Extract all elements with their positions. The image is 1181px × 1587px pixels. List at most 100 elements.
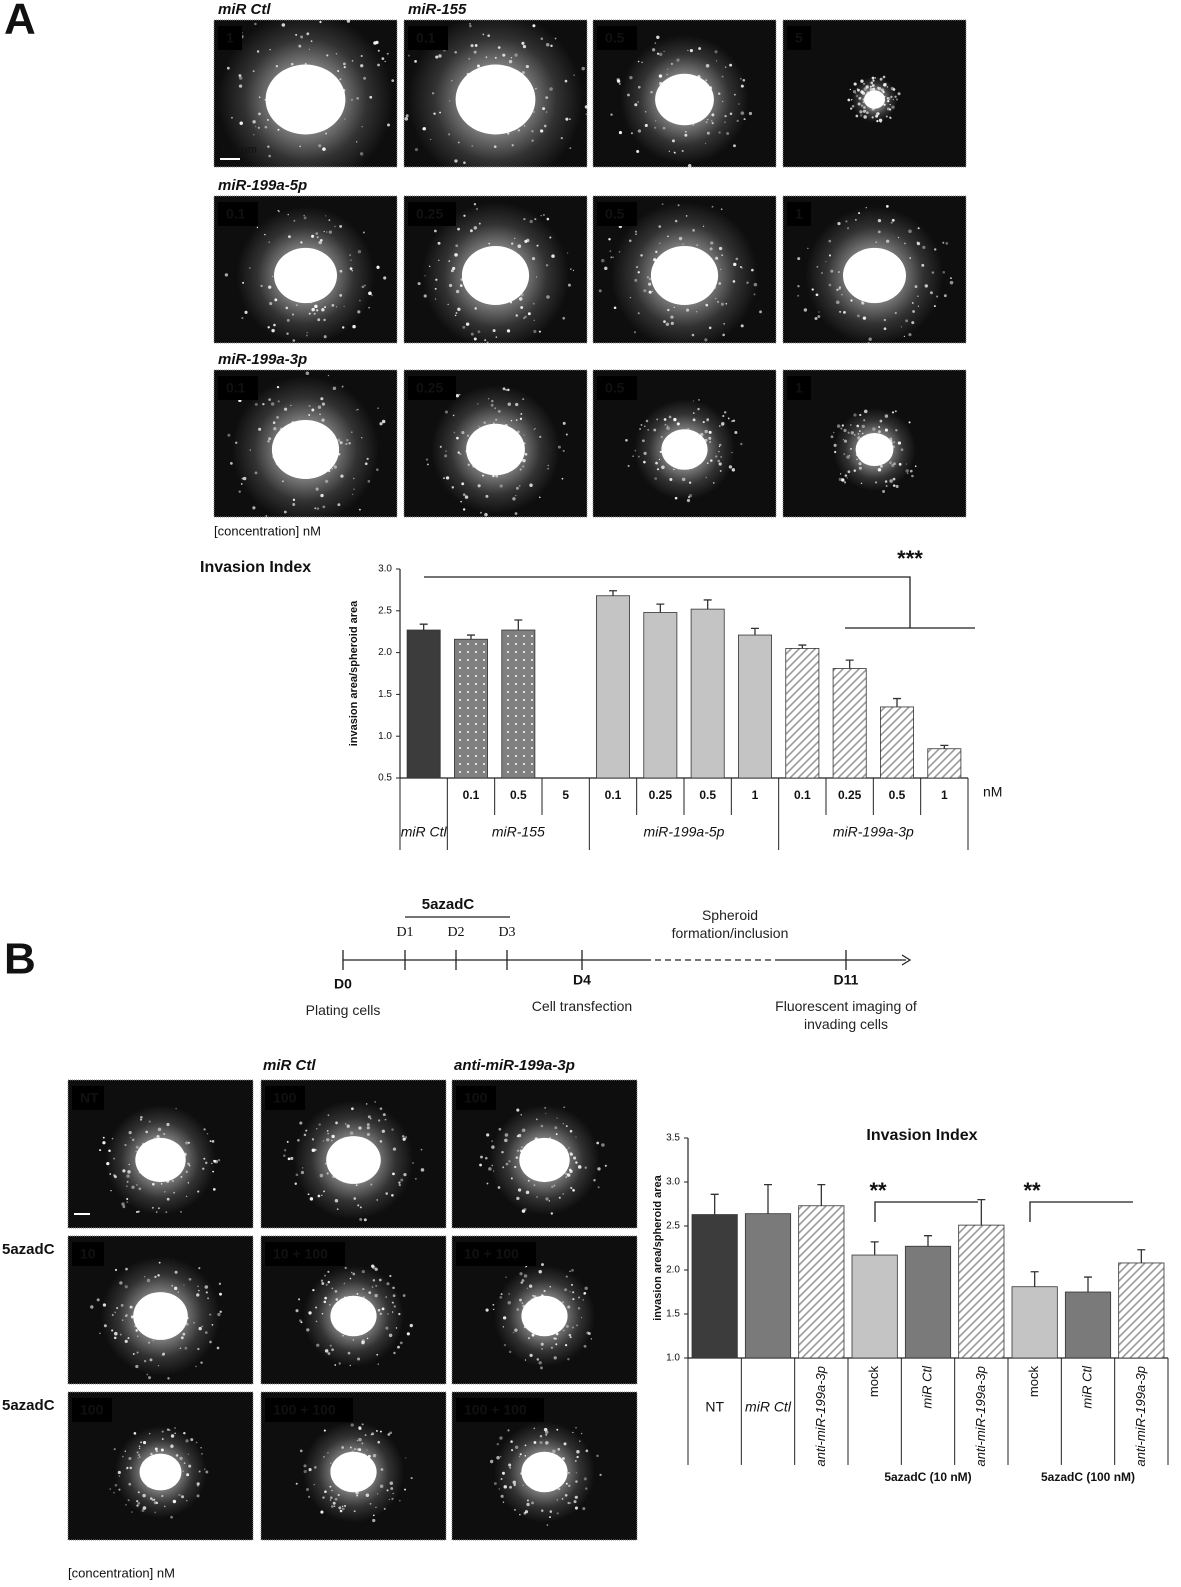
invading-cell [314,304,318,309]
invading-cell [556,1499,558,1501]
invading-cell [846,227,850,230]
invading-cell [445,450,447,452]
invading-cell [420,1148,423,1151]
image-label: 100 [80,1402,104,1418]
invading-cell [289,13,291,15]
invading-cell [481,474,485,477]
invading-cell [525,1190,530,1195]
error-bar [514,619,523,631]
bar [798,1205,845,1359]
invading-cell [204,1331,208,1334]
invading-cell [402,1294,406,1297]
invading-cell [148,1120,151,1123]
invading-cell [193,1321,195,1324]
invading-cell [402,98,404,101]
x-tick-label: 1 [752,788,759,802]
invading-cell [637,60,640,63]
invading-cell [292,498,296,502]
invading-cell [828,254,831,257]
invading-cell [269,48,271,51]
invading-cell [886,97,889,100]
invading-cell [704,429,708,434]
invading-cell [113,1157,116,1160]
invading-cell [209,1340,212,1344]
invading-cell [905,319,909,323]
y-tick-label: 1.5 [666,1309,680,1320]
invading-cell [377,1493,379,1495]
day-caption: Plating cells [305,1002,381,1018]
invading-cell [423,294,427,298]
spheroid [521,1295,568,1337]
invading-cell [399,1341,403,1345]
invading-cell [341,1446,345,1449]
x-tick-label: anti-miR-199a-3p [813,1366,828,1466]
invading-cell [656,52,660,55]
invading-cell [327,1451,329,1454]
invading-cell [549,236,552,239]
spheroid [265,64,346,135]
invading-cell [886,107,890,111]
invading-cell [366,1449,368,1451]
invading-cell [211,1139,215,1143]
invading-cell [344,1266,347,1270]
invading-cell [535,276,538,278]
invading-cell [733,93,736,96]
invading-cell [843,453,846,456]
error-bar [893,697,901,707]
invading-cell [860,79,864,83]
invading-cell [389,1431,392,1435]
invading-cell [420,1168,425,1172]
invading-cell [545,111,548,113]
invading-cell [197,1347,200,1351]
invading-cell [457,141,460,144]
invading-cell [732,280,736,283]
image-label: 0.25 [416,206,443,222]
spheroid [466,423,525,476]
invading-cell [569,1502,572,1504]
invading-cell [136,1504,139,1507]
invading-cell [486,1182,489,1185]
invading-cell [102,1141,106,1145]
y-tick-label: 1.0 [378,731,392,742]
invading-cell [438,259,440,262]
invading-cell [127,1499,130,1502]
invading-cell [909,469,913,473]
invading-cell [125,1504,127,1506]
invading-cell [558,1196,561,1199]
invading-cell [435,55,439,59]
invading-cell [309,1197,314,1201]
invading-cell [298,44,302,48]
invading-cell [167,1377,170,1380]
interval-caption: Spheroid formation/inclusion [671,907,789,941]
invading-cell [154,1511,157,1514]
group-title: miR-199a-3p [218,351,307,368]
invading-cell [681,149,684,152]
label-box [265,1398,353,1422]
invading-cell [483,421,486,424]
invading-cell [686,498,691,503]
invading-cell [330,1462,332,1464]
invading-cell [613,306,617,310]
invading-cell [542,213,545,217]
invading-cell [326,231,328,233]
invading-cell [833,431,835,434]
image-label: 0.25 [416,380,443,396]
invading-cell [371,294,373,297]
invading-cell [323,1429,326,1432]
row-label: 5azadC [2,1397,55,1414]
invading-cell [331,1134,335,1139]
invading-cell [316,236,319,239]
invading-cell [546,217,550,221]
invading-cell [335,1298,339,1301]
invading-cell [557,1447,561,1451]
invading-cell [875,114,879,118]
day-caption: Cell transfection [531,998,633,1014]
invading-cell [329,1303,331,1306]
label-box [597,26,637,50]
bar [738,634,772,779]
invading-cell [496,1442,500,1446]
invading-cell [303,1469,307,1474]
invading-cell [705,476,707,479]
invading-cell [439,111,441,114]
